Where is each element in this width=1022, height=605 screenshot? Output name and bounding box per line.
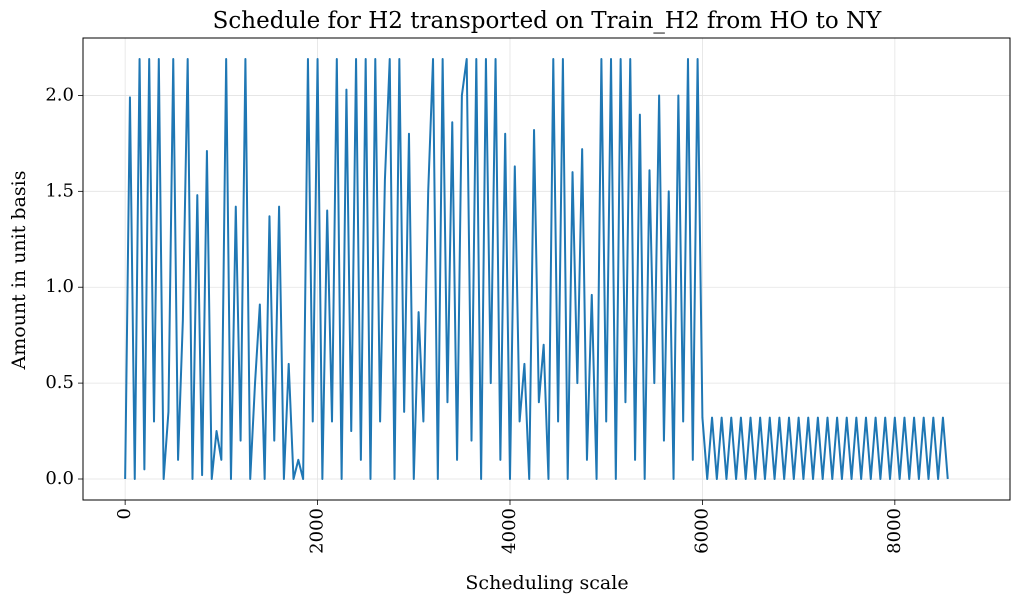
y-axis-label: Amount in unit basis: [8, 171, 30, 371]
y-tick-label: 0.5: [45, 372, 74, 393]
x-tick-label: 0: [114, 508, 135, 519]
chart-title: Schedule for H2 transported on Train_H2 …: [213, 8, 882, 34]
y-tick-label: 0.0: [45, 468, 74, 489]
plot-frame: [82, 37, 1011, 501]
x-tick-label: 8000: [884, 508, 905, 554]
data-line: [124, 58, 949, 480]
y-tick-label: 1.0: [45, 276, 74, 297]
y-tick-label: 2.0: [45, 84, 74, 105]
x-tick-label: 6000: [691, 508, 712, 554]
y-tick-label: 1.5: [45, 180, 74, 201]
x-tick-label: 2000: [307, 508, 328, 554]
x-axis-label: Scheduling scale: [465, 572, 628, 594]
x-tick-label: 4000: [499, 508, 520, 554]
